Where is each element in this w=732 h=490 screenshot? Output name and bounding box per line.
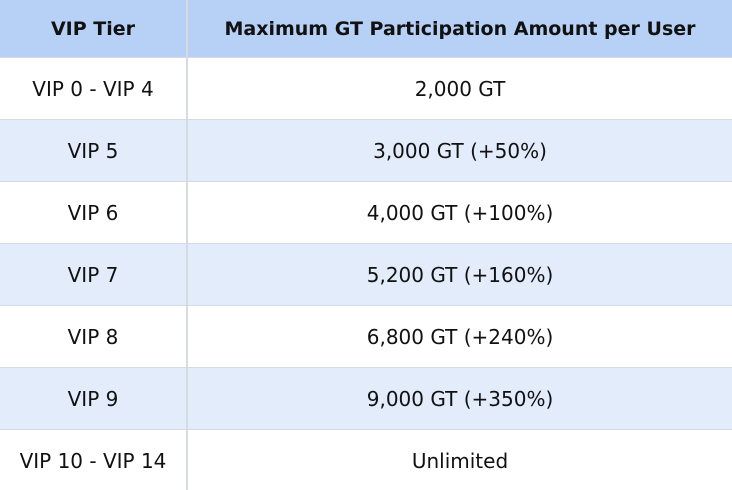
table-row: VIP 6 4,000 GT (+100%) — [0, 181, 732, 244]
table-cell: VIP 9 — [0, 367, 188, 430]
table-cell: Unlimited — [187, 429, 732, 490]
table-row: VIP 5 3,000 GT (+50%) — [0, 119, 732, 182]
table-cell: 3,000 GT (+50%) — [187, 119, 732, 182]
table-row: VIP 7 5,200 GT (+160%) — [0, 243, 732, 306]
header-cell: VIP Tier — [0, 0, 188, 58]
table-cell: 2,000 GT — [187, 57, 732, 120]
table-cell: VIP 10 - VIP 14 — [0, 429, 188, 490]
table-cell: VIP 0 - VIP 4 — [0, 57, 188, 120]
table-row: VIP 0 - VIP 4 2,000 GT — [0, 57, 732, 120]
table-row: VIP 10 - VIP 14 Unlimited — [0, 429, 732, 490]
table-cell: VIP 6 — [0, 181, 188, 244]
header-row: VIP Tier Maximum GT Participation Amount … — [0, 0, 732, 58]
table-row: VIP 9 9,000 GT (+350%) — [0, 367, 732, 430]
table-cell: VIP 7 — [0, 243, 188, 306]
table-cell: VIP 8 — [0, 305, 188, 368]
table-cell: 4,000 GT (+100%) — [187, 181, 732, 244]
table-cell: 6,800 GT (+240%) — [187, 305, 732, 368]
table-row: VIP 8 6,800 GT (+240%) — [0, 305, 732, 368]
table-cell: 9,000 GT (+350%) — [187, 367, 732, 430]
header-cell: Maximum GT Participation Amount per User — [187, 0, 732, 58]
table-cell: VIP 5 — [0, 119, 188, 182]
table-cell: 5,200 GT (+160%) — [187, 243, 732, 306]
